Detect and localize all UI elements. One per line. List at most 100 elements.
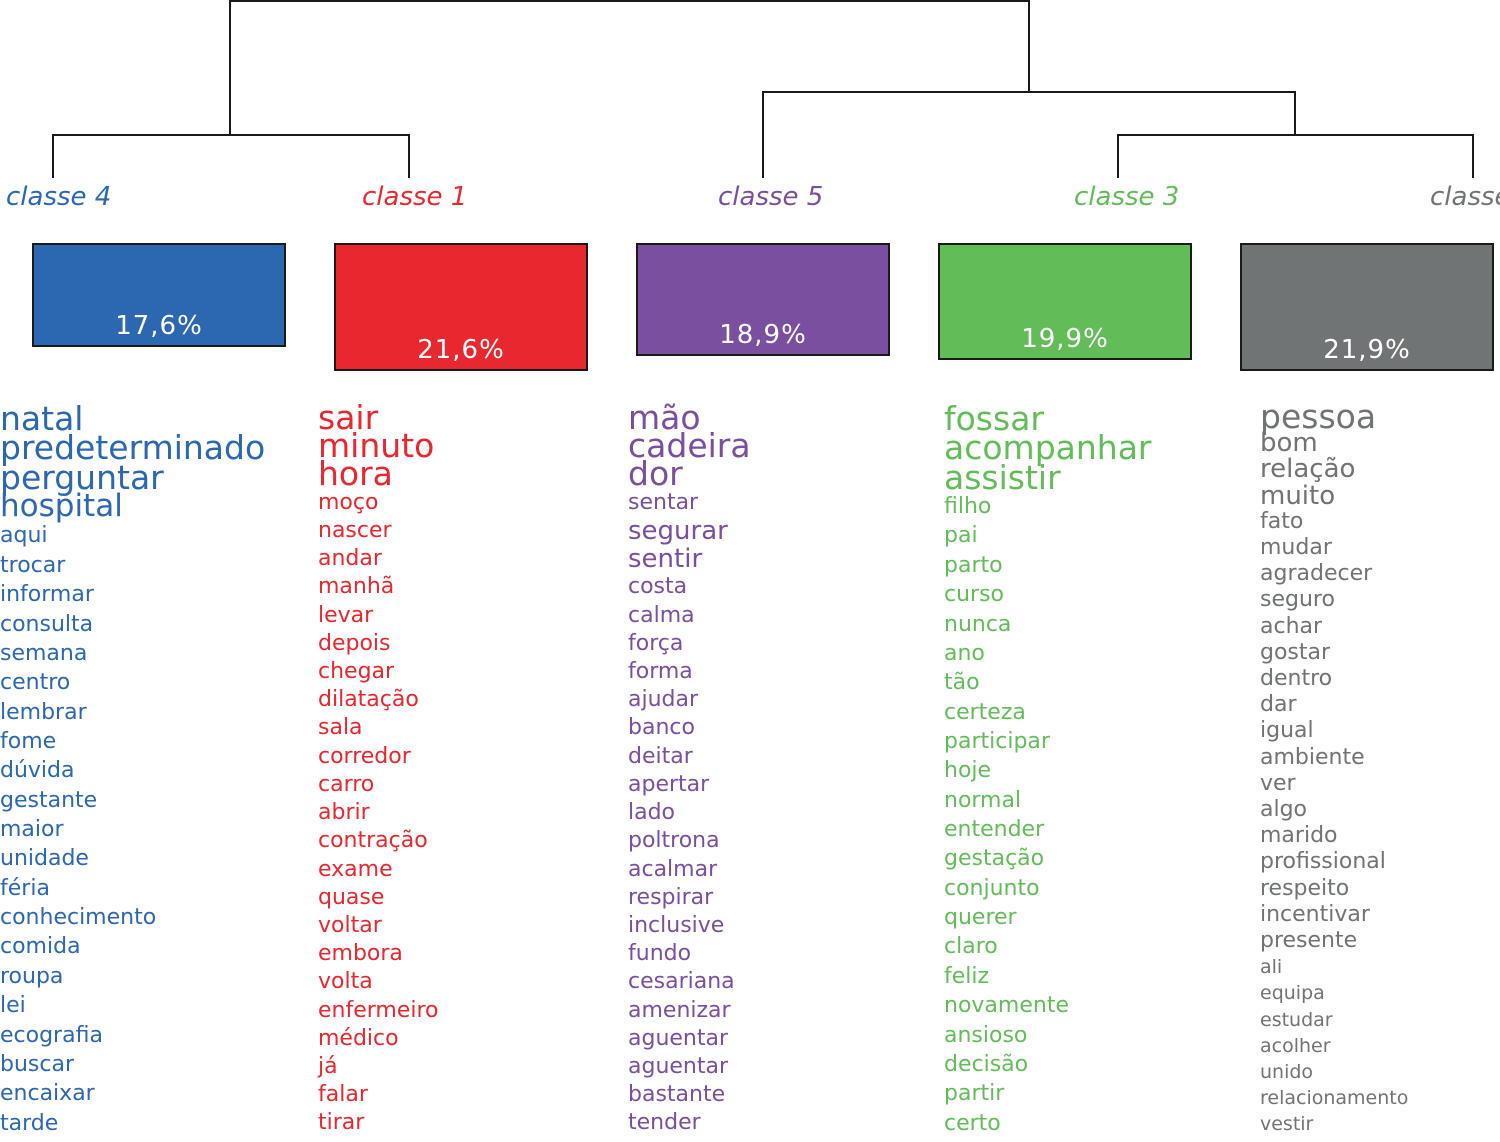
class-word: vestir (1260, 1113, 1314, 1136)
class-percent-5: 18,9% (719, 320, 807, 350)
dendrogram-inner-link (1117, 134, 1474, 178)
word-list-class-1: sair minuto hora moço nascer andar manhã levar d… (318, 401, 439, 1138)
class-word: sala (318, 715, 363, 741)
class-word: certo (944, 1110, 1001, 1136)
class-label-3: classe 3 (1074, 182, 1180, 212)
class-word: inclusive (628, 912, 725, 938)
class-word: marido (1260, 823, 1338, 849)
class-word: sentar (628, 489, 699, 515)
class-word: fato (1260, 508, 1304, 534)
dendrogram-left-link (52, 134, 410, 178)
class-word: achar (1260, 613, 1323, 639)
class-word: comida (0, 934, 81, 960)
class-label-1: classe 1 (362, 182, 468, 212)
class-word: certeza (944, 699, 1026, 725)
class-word: cesariana (628, 969, 735, 995)
class-word: corredor (318, 743, 411, 769)
class-word: conhecimento (0, 905, 157, 931)
class-word: féria (0, 875, 50, 901)
class-word: forma (628, 658, 693, 684)
class-word: predeterminado (0, 428, 266, 468)
word-list-class-5: mão cadeira dor sentar segurar sentir costa cal… (628, 401, 751, 1138)
class-word: mudar (1260, 535, 1332, 561)
class-word: gostar (1260, 639, 1331, 665)
class-word: pai (944, 523, 978, 549)
dendrogram (52, 0, 1474, 178)
class-word: encaixar (0, 1081, 95, 1107)
class-word: aguentar (628, 1025, 729, 1051)
class-word: acalmar (628, 856, 718, 882)
class-word: gestação (944, 846, 1045, 872)
class-word: médico (318, 1025, 399, 1051)
class-word: curso (944, 582, 1005, 608)
class-percent-4: 17,6% (115, 311, 203, 341)
class-word: poltrona (628, 828, 720, 854)
class-word: manhã (318, 574, 395, 600)
class-word: depois (318, 630, 391, 656)
class-word: natal (0, 399, 84, 438)
class-word: dúvida (0, 758, 75, 784)
class-word: lei (0, 993, 26, 1019)
class-word: força (628, 630, 684, 656)
class-word: filho (944, 494, 992, 520)
class-percent-1: 21,6% (417, 335, 505, 365)
class-word: centro (0, 670, 71, 696)
class-word: deitar (628, 743, 693, 769)
class-word: falar (318, 1082, 368, 1108)
class-word: exame (318, 856, 393, 882)
class-word: tender (628, 1110, 701, 1136)
class-word: algo (1260, 797, 1308, 823)
class-word: moço (318, 489, 379, 515)
class-word: presente (1260, 928, 1358, 954)
class-word: levar (318, 602, 374, 628)
dendrogram-root-link (229, 0, 1030, 135)
class-word: participar (944, 728, 1050, 754)
class-box-4: 17,6% (32, 243, 286, 347)
class-word: querer (944, 905, 1017, 931)
class-word: dor (628, 454, 683, 494)
class-word: partir (944, 1081, 1005, 1107)
class-word: normal (944, 787, 1022, 813)
class-word: respeito (1260, 875, 1350, 901)
class-word: fossar (944, 399, 1044, 438)
class-word: seguro (1260, 587, 1335, 613)
class-word: gestante (0, 787, 98, 813)
class-word: tirar (318, 1110, 365, 1136)
class-word: quase (318, 884, 385, 910)
class-word: igual (1260, 718, 1314, 744)
class-word: conjunto (944, 875, 1040, 901)
class-word: voltar (318, 912, 382, 938)
class-word: feliz (944, 963, 990, 989)
class-word: dar (1260, 692, 1297, 718)
class-word: embora (318, 941, 403, 967)
class-word: unidade (0, 846, 89, 872)
class-word: claro (944, 934, 998, 960)
class-word: costa (628, 574, 688, 600)
class-word: contração (318, 828, 428, 854)
class-word: ano (944, 640, 985, 666)
class-word: acolher (1260, 1034, 1331, 1057)
class-word: buscar (0, 1051, 74, 1077)
class-word: aqui (0, 523, 48, 549)
class-percent-3: 19,9% (1021, 324, 1109, 354)
class-word: pessoa (1260, 397, 1377, 436)
class-word: bom (1260, 428, 1318, 459)
class-word: relacionamento (1260, 1087, 1409, 1110)
word-list-class-2: pessoa bom relação muito fato mudar agradecer s… (1260, 397, 1409, 1138)
class-word: aguentar (628, 1054, 729, 1080)
class-word: enfermeiro (318, 997, 439, 1023)
class-word: banco (628, 715, 695, 741)
class-word: chegar (318, 658, 395, 684)
class-word: respirar (628, 884, 714, 910)
class-word: relação (1260, 454, 1356, 485)
class-word: incentivar (1260, 901, 1370, 927)
class-box-5: 18,9% (636, 243, 890, 356)
class-word: novamente (944, 993, 1069, 1019)
class-label-5: classe 5 (718, 182, 824, 212)
class-word: ambiente (1260, 744, 1365, 770)
class-word: hospital (0, 488, 123, 525)
class-word: tão (944, 670, 980, 696)
class-box-3: 19,9% (938, 243, 1192, 360)
class-word: agradecer (1260, 561, 1373, 587)
class-word: nascer (318, 517, 392, 543)
